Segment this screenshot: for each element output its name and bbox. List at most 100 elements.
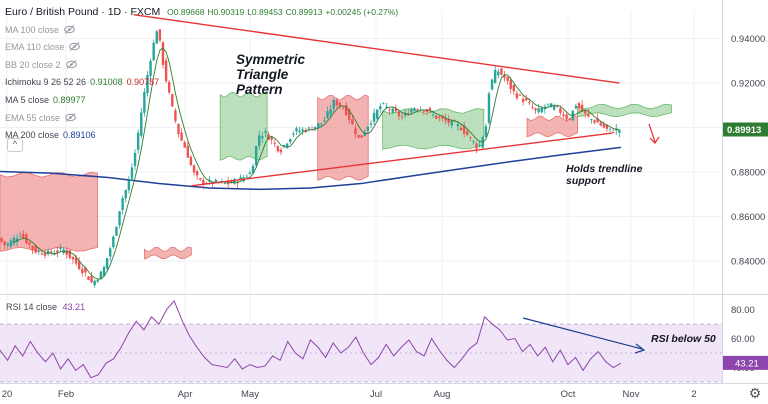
- gear-icon[interactable]: ⚙: [748, 385, 762, 401]
- candle-down: [512, 84, 516, 92]
- candle-down: [276, 145, 280, 152]
- candle-down: [556, 106, 559, 107]
- candle-up: [282, 145, 286, 147]
- candle-down: [568, 119, 571, 120]
- candle-down: [158, 29, 162, 41]
- candle-up: [143, 91, 146, 113]
- candle-up: [254, 146, 258, 166]
- candle-down: [388, 109, 391, 111]
- rsi-line: [0, 299, 622, 379]
- candle-down: [577, 103, 581, 108]
- trendline-upper[interactable]: [133, 13, 620, 84]
- candle-down: [422, 110, 425, 112]
- rsi-label: RSI 14 close: [6, 302, 58, 312]
- candle-up: [53, 253, 56, 255]
- candle-down: [40, 253, 44, 255]
- candle-down: [77, 261, 81, 270]
- candle-down: [602, 123, 606, 128]
- cloud-segment: [526, 115, 578, 138]
- rsi-value: 43.21: [62, 302, 86, 312]
- candle-down: [351, 119, 354, 125]
- candle-down: [531, 107, 534, 109]
- date-tick-label: May: [241, 389, 259, 400]
- candle-down: [500, 68, 503, 75]
- candle-up: [115, 226, 118, 236]
- candle-up: [487, 93, 491, 123]
- ma5-path: [13, 47, 620, 280]
- price-tick-label: 0.88000: [731, 168, 765, 179]
- candle-up: [93, 280, 96, 286]
- candle-down: [22, 233, 25, 239]
- candle-down: [394, 108, 398, 112]
- candle-up: [133, 152, 137, 166]
- candle-down: [335, 100, 339, 106]
- rsi-value-badge: [723, 355, 768, 370]
- candle-down: [447, 118, 450, 123]
- candle-up: [366, 126, 370, 131]
- indicator-row[interactable]: EMA 110 close: [5, 39, 398, 57]
- candle-down: [171, 94, 174, 107]
- candle-down: [168, 81, 171, 93]
- trendlines[interactable]: [133, 13, 660, 187]
- rsi-annotation: RSI below 50: [651, 333, 716, 345]
- candle-up: [136, 132, 140, 150]
- candle-up: [618, 129, 621, 133]
- indicator-row[interactable]: BB 20 close 2: [5, 57, 398, 75]
- candle-down: [270, 137, 273, 140]
- candle-up: [251, 165, 255, 174]
- eye-hidden-icon[interactable]: [65, 111, 76, 122]
- candle-down: [180, 132, 183, 141]
- indicator-row[interactable]: Ichimoku 9 26 52 26 0.91008 0.90787: [5, 74, 398, 92]
- candle-up: [307, 127, 311, 129]
- indicator-row[interactable]: MA 200 close 0.89106: [5, 127, 398, 145]
- candle-down: [593, 120, 596, 123]
- candle-down: [515, 93, 519, 99]
- candle-down: [183, 142, 186, 148]
- indicator-list: MA 100 close EMA 110 close BB 20 close 2 Ic…: [5, 22, 398, 145]
- candle-down: [81, 268, 84, 274]
- date-tick-label: Oct: [561, 389, 576, 400]
- date-tick-label: Aug: [434, 389, 451, 400]
- date-tick-label: Jul: [370, 389, 382, 400]
- indicator-row[interactable]: MA 100 close: [5, 22, 398, 40]
- candle-down: [441, 116, 444, 119]
- candle-down: [199, 178, 202, 180]
- legend-collapse-button[interactable]: ^: [7, 138, 23, 152]
- candle-up: [484, 126, 488, 138]
- rsi-pane: [0, 299, 722, 383]
- candle-down: [444, 118, 447, 121]
- candle-down: [348, 109, 351, 121]
- candle-up: [105, 258, 109, 269]
- indicator-row[interactable]: EMA 55 close: [5, 110, 398, 128]
- date-tick-label: Apr: [178, 389, 193, 400]
- eye-hidden-icon[interactable]: [69, 40, 81, 52]
- candle-down: [344, 104, 348, 115]
- date-tick-label: Feb: [58, 389, 74, 400]
- candle-up: [124, 189, 127, 199]
- candle-down: [599, 122, 602, 126]
- down-arrow-head: [649, 136, 660, 144]
- candle-down: [611, 132, 615, 134]
- candle-up: [369, 123, 373, 125]
- rsi-tick-label: 80.00: [731, 305, 755, 316]
- candle-down: [528, 102, 531, 104]
- indicator-row[interactable]: MA 5 close 0.89977: [5, 92, 398, 110]
- candle-up: [292, 133, 295, 135]
- ohlc-high: H0.90319: [207, 7, 245, 17]
- eye-hidden-icon[interactable]: [65, 58, 77, 69]
- candle-down: [87, 276, 90, 281]
- cloud-segment: [0, 171, 98, 252]
- candle-up: [99, 271, 103, 280]
- eye-hidden-icon[interactable]: [64, 23, 75, 34]
- candle-up: [379, 106, 382, 110]
- ohlc-low: L0.89453: [247, 7, 283, 17]
- candle-up: [391, 108, 394, 113]
- candle-down: [34, 246, 37, 253]
- ohlc-change: +0.00245 (+0.27%): [325, 7, 399, 17]
- candle-down: [509, 80, 512, 89]
- candle-down: [195, 171, 199, 176]
- trendline-lower[interactable]: [191, 132, 613, 187]
- candle-down: [341, 108, 345, 109]
